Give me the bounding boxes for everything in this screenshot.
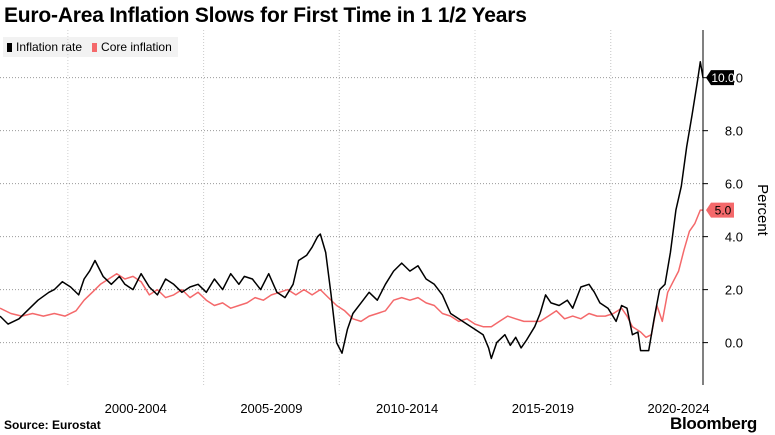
y-tick-label: 6.0	[725, 177, 743, 192]
end-label-inflation: 10.0	[711, 71, 735, 85]
x-tick-label: 2020-2024	[647, 401, 709, 416]
y-tick-label: 4.0	[725, 230, 743, 245]
chart-title: Euro-Area Inflation Slows for First Time…	[4, 4, 527, 27]
legend-item-inflation: Inflation rate	[7, 40, 82, 54]
end-badge-inflation	[706, 70, 734, 86]
legend-swatch-inflation	[7, 42, 12, 52]
y-axis-label: Percent	[754, 184, 771, 237]
y-tick-label: 2.0	[725, 283, 743, 298]
chart-legend: Inflation rate Core inflation	[3, 37, 178, 57]
end-labels: 10.0 5.0	[706, 70, 735, 218]
x-tick-label: 2010-2014	[376, 401, 438, 416]
legend-swatch-core	[92, 42, 98, 52]
y-tick-label: 0.0	[725, 336, 743, 351]
legend-item-core: Core inflation	[92, 40, 172, 54]
legend-label-inflation: Inflation rate	[16, 40, 83, 54]
x-tick-label: 2000-2004	[105, 401, 167, 416]
chart-grid	[0, 30, 703, 385]
source-note: Source: Eurostat	[4, 418, 101, 432]
series-line-inflation	[0, 61, 704, 360]
x-tick-label: 2015-2019	[512, 401, 574, 416]
x-axis: 2000-2004 2005-2009 2010-2014 2015-2019 2020…	[105, 401, 710, 416]
y-axis: 0.0 2.0 4.0 6.0 8.0 10.0	[702, 30, 743, 385]
end-label-core: 5.0	[715, 204, 732, 218]
chart-series	[0, 61, 704, 360]
series-line-core	[0, 209, 703, 339]
end-badge-core	[706, 202, 734, 218]
x-tick-label: 2005-2009	[240, 401, 302, 416]
y-tick-label: 8.0	[725, 124, 743, 139]
bloomberg-logo: Bloomberg	[669, 414, 757, 433]
legend-label-core: Core inflation	[101, 40, 172, 54]
